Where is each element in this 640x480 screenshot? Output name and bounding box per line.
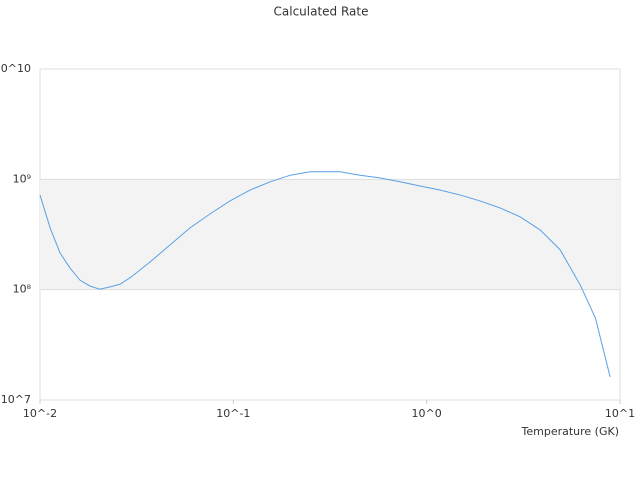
- x-tick-label: 10^-2: [23, 407, 57, 420]
- grid-band: [40, 179, 620, 290]
- x-tick-label: 10^-1: [216, 407, 250, 420]
- chart-title: Calculated Rate: [274, 5, 369, 19]
- y-tick-label: 10⁹: [13, 172, 31, 185]
- x-tick-label: 10^1: [605, 407, 635, 420]
- y-tick-label: 10⁸: [13, 283, 32, 296]
- line: [39, 171, 611, 378]
- x-tick-label: 10^0: [412, 407, 442, 420]
- y-tick-label: 10^10: [0, 62, 31, 75]
- y-tick-label: 10^7: [1, 393, 31, 406]
- x-axis-label: Temperature (GK): [521, 425, 620, 438]
